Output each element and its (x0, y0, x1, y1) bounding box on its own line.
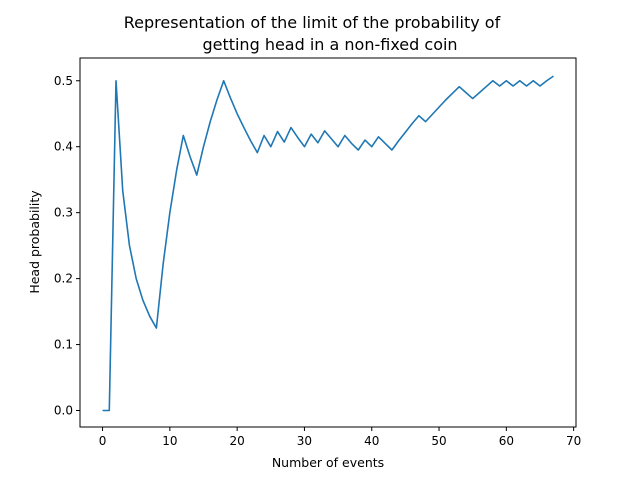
y-tick-label: 0.2 (54, 272, 73, 286)
y-tick-label: 0.4 (54, 140, 73, 154)
x-tick-label: 20 (230, 434, 245, 448)
x-tick-label: 40 (364, 434, 379, 448)
chart-title-line-2: getting head in a non-fixed coin (202, 35, 457, 54)
series-line-head-probability (102, 75, 554, 412)
x-tick-label: 60 (499, 434, 514, 448)
y-axis: 0.0 0.1 0.2 0.3 0.4 0.5 (54, 74, 80, 418)
x-tick-label: 30 (297, 434, 312, 448)
x-tick-label: 10 (162, 434, 177, 448)
plot-area (79, 57, 577, 428)
x-axis-label: Number of events (272, 455, 384, 470)
x-tick-label: 50 (431, 434, 446, 448)
y-tick-label: 0.1 (54, 338, 73, 352)
y-tick-label: 0.3 (54, 206, 73, 220)
x-tick-label: 0 (99, 434, 107, 448)
chart-title-line-1: Representation of the limit of the proba… (124, 13, 501, 32)
x-axis: 0 10 20 30 40 50 60 70 (99, 427, 581, 448)
y-tick-label: 0.5 (54, 74, 73, 88)
y-axis-label: Head probability (27, 190, 42, 294)
y-tick-label: 0.0 (54, 404, 73, 418)
axes-frame (79, 57, 577, 428)
x-tick-label: 70 (566, 434, 581, 448)
